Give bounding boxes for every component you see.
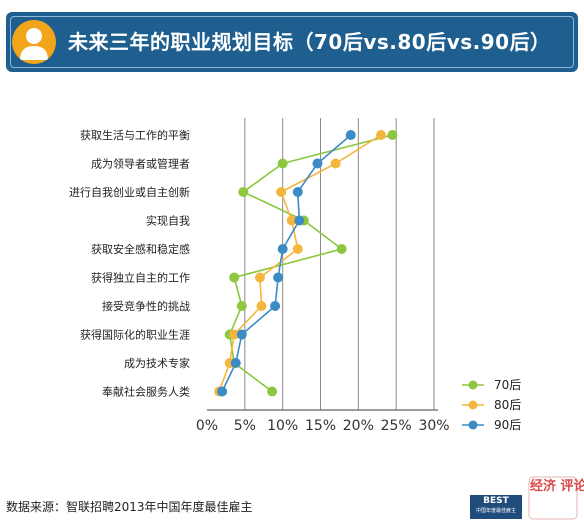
data-point xyxy=(267,386,278,397)
category-label: 进行自我创业或自主创新 xyxy=(69,185,190,199)
legend-marker xyxy=(468,420,478,430)
x-tick-label: 30% xyxy=(418,418,449,434)
legend-marker xyxy=(468,400,478,410)
category-label: 接受竞争性的挑战 xyxy=(102,299,190,313)
x-tick-label: 15% xyxy=(305,418,336,434)
data-point xyxy=(376,130,387,140)
header-frame xyxy=(10,16,574,68)
category-label: 获得独立自主的工作 xyxy=(91,271,190,285)
data-source-note: 数据来源：智联招聘2013年中国年度最佳雇主 xyxy=(6,500,253,514)
data-point xyxy=(256,301,267,311)
category-label: 奉献社会服务人类 xyxy=(102,385,190,399)
category-label: 获取生活与工作的平衡 xyxy=(80,128,190,142)
data-point xyxy=(330,158,341,169)
category-label: 成为领导者或管理者 xyxy=(91,157,190,171)
legend-label: 90后 xyxy=(494,418,521,432)
data-point xyxy=(294,215,305,226)
category-label: 获取安全感和稳定感 xyxy=(91,242,190,256)
data-point xyxy=(336,244,347,254)
data-point xyxy=(236,329,247,340)
data-point xyxy=(229,329,240,340)
data-point xyxy=(286,215,297,226)
legend-marker xyxy=(468,380,478,390)
x-tick-label: 20% xyxy=(343,418,374,434)
series-line xyxy=(221,134,352,392)
data-point xyxy=(312,158,323,169)
data-point xyxy=(270,301,281,311)
data-point xyxy=(217,386,228,397)
page-title: 未来三年的职业规划目标（70后vs.80后vs.90后） xyxy=(68,30,551,54)
data-point xyxy=(292,187,303,197)
data-point xyxy=(238,187,249,197)
data-point xyxy=(387,130,398,140)
category-label: 成为技术专家 xyxy=(124,356,190,370)
data-point xyxy=(230,358,241,368)
category-label: 获得国际化的职业生涯 xyxy=(80,328,190,342)
logo-text: BEST xyxy=(483,496,509,506)
legend-label: 80后 xyxy=(494,398,521,412)
data-point xyxy=(276,187,287,197)
x-tick-label: 10% xyxy=(267,418,298,434)
header-banner: 未来三年的职业规划目标（70后vs.80后vs.90后） xyxy=(6,12,578,72)
data-point xyxy=(236,301,247,311)
data-point xyxy=(229,272,240,283)
legend-label: 70后 xyxy=(494,378,521,392)
data-point xyxy=(277,244,288,254)
category-label: 实现自我 xyxy=(146,214,190,228)
watermark-text: 经济 评论 xyxy=(530,479,584,494)
data-point xyxy=(273,272,284,283)
data-point xyxy=(254,272,265,283)
x-tick-label: 25% xyxy=(381,418,412,434)
x-tick-label: 0% xyxy=(196,418,218,434)
series-line xyxy=(218,134,382,392)
best-employer-logo: BEST 中国年度最佳雇主 xyxy=(470,495,522,519)
data-point xyxy=(292,244,303,254)
person-icon xyxy=(12,20,56,64)
data-point xyxy=(277,158,288,169)
x-tick-label: 5% xyxy=(234,418,256,434)
data-point xyxy=(345,130,356,140)
watermark-logo: 经济 评论 xyxy=(528,476,584,520)
